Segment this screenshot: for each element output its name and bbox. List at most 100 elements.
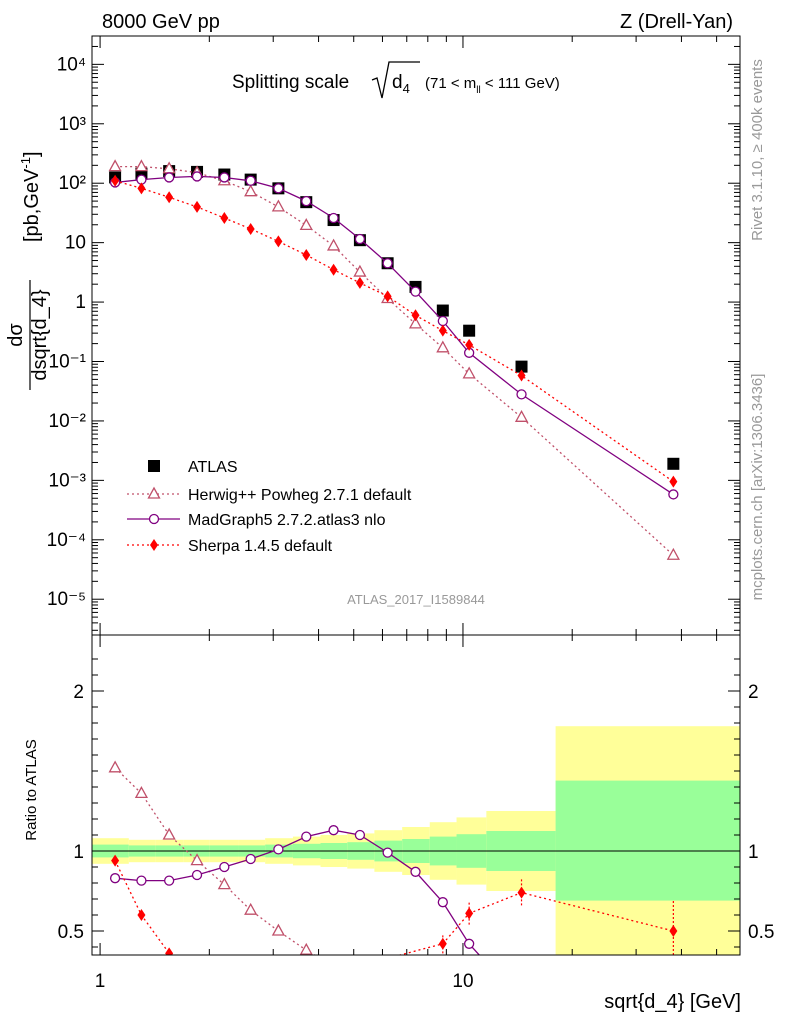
data-point — [191, 171, 203, 182]
data-point — [517, 369, 526, 382]
uncertainty-band-inner — [555, 780, 740, 901]
ratio-point — [162, 827, 176, 840]
data-point — [245, 175, 256, 186]
ratio-point — [191, 869, 203, 881]
data-point — [514, 409, 529, 422]
legend-marker — [148, 460, 160, 472]
y-tick-label: 10⁻⁴ — [47, 530, 86, 551]
data-point — [465, 338, 474, 351]
data-point — [329, 263, 338, 276]
ratio-point — [137, 909, 146, 921]
data-point — [383, 290, 392, 303]
ratio-point — [301, 831, 312, 842]
series-line — [115, 175, 674, 495]
ratio-frame — [91, 634, 741, 956]
ratio-y-tick-label-right: 0.5 — [748, 922, 774, 943]
data-point — [462, 366, 476, 379]
y-tick-label: 10⁻³ — [49, 470, 87, 491]
ratio-point — [136, 875, 147, 886]
data-point — [328, 212, 339, 224]
data-point — [436, 304, 449, 317]
ratio-point — [165, 947, 174, 955]
data-point — [410, 286, 421, 297]
xlabel: sqrt{d_4} [GeV] — [604, 991, 741, 1013]
data-point — [165, 191, 174, 204]
data-point — [302, 248, 311, 261]
data-point — [301, 195, 312, 207]
data-point — [193, 200, 202, 213]
ratio-point — [465, 907, 474, 920]
ratio-point — [111, 854, 120, 867]
ratio-point — [134, 786, 149, 799]
sqrt-symbol — [371, 61, 420, 99]
ratio-point — [354, 829, 366, 841]
ylabel-numerator: dσ — [5, 323, 27, 347]
ratio-y-tick-label: 1 — [73, 842, 84, 863]
ratio-point — [245, 853, 256, 865]
ratio-point — [108, 760, 122, 773]
y-tick-label: 10⁻² — [49, 411, 87, 432]
series-line — [115, 165, 674, 556]
data-point — [299, 218, 313, 231]
ratio-point — [244, 902, 258, 915]
series-line — [114, 180, 674, 483]
ratio-point — [463, 938, 475, 949]
data-point — [666, 547, 680, 560]
ratio-point — [217, 877, 231, 890]
data-point — [411, 309, 420, 322]
plot-title-range: (71 < mll < 111 GeV) — [425, 75, 560, 96]
ratio-series-1 — [109, 825, 481, 955]
ratio-panel: 1 10 0.5 0.5 1 1 2 2 Ratio to ATLAS sqrt{d_4} [… — [23, 634, 774, 1013]
legend-marker — [147, 486, 161, 499]
ratio-point — [273, 844, 284, 855]
data-point — [355, 276, 364, 289]
data-point — [271, 199, 285, 212]
header-left: 8000 GeV pp — [102, 11, 220, 33]
ratio-point — [164, 875, 175, 886]
analysis-watermark: ATLAS_2017_I1589844 — [347, 592, 485, 607]
y-tick-label: 10² — [59, 173, 86, 194]
data-point — [516, 389, 527, 400]
x-tick-label: 1 — [95, 971, 106, 992]
main-panel: 10⁻⁵ 10⁻⁴ 10⁻³ 10⁻² 10⁻¹ 1 10 10² 10³ 10⁴ Splitti… — [5, 35, 741, 636]
data-point — [219, 172, 230, 183]
data-point — [134, 159, 149, 172]
data-point — [273, 183, 284, 194]
legend-entry: Sherpa 1.4.5 default — [127, 538, 333, 555]
series-3 — [111, 174, 678, 488]
legend-entry: MadGraph5 2.7.2.atlas3 nlo — [127, 512, 386, 529]
data-point — [244, 184, 258, 197]
data-point — [515, 360, 528, 373]
data-point — [353, 264, 367, 277]
data-point — [326, 238, 341, 251]
main-ylabel: dσ dsqrt{d_4} — [5, 280, 51, 390]
ratio-point — [410, 866, 421, 877]
data-point — [137, 182, 146, 195]
ratio-point — [437, 897, 448, 908]
header-right: Z (Drell-Yan) — [620, 11, 733, 33]
data-point — [667, 457, 680, 470]
ratio-point — [382, 847, 393, 858]
legend-label: Herwig++ Powheg 2.7.1 default — [188, 487, 412, 504]
series-1 — [108, 159, 680, 560]
data-point — [408, 316, 423, 329]
ratio-point — [271, 923, 285, 936]
data-point — [274, 235, 283, 248]
ylabel-denominator: dsqrt{d_4} — [29, 289, 51, 381]
data-point — [463, 324, 476, 337]
data-point — [436, 340, 450, 353]
series-0 — [109, 165, 680, 470]
y-tick-label: 10⁻¹ — [49, 352, 87, 373]
ratio-series-0 — [108, 760, 316, 955]
y-tick-label: 10 — [65, 233, 86, 254]
data-point — [108, 159, 122, 172]
legend-marker — [150, 539, 158, 551]
ylabel-units: [pb,GeV-1] — [18, 151, 43, 242]
ratio-y-tick-label-right: 1 — [748, 842, 759, 863]
ratio-y-tick-label: 2 — [73, 682, 84, 703]
ratio-ylabel: Ratio to ATLAS — [23, 739, 40, 840]
legend-entry: ATLAS — [148, 459, 238, 476]
x-tick-label: 10 — [452, 971, 473, 992]
legend-label: MadGraph5 2.7.2.atlas3 nlo — [188, 512, 386, 529]
